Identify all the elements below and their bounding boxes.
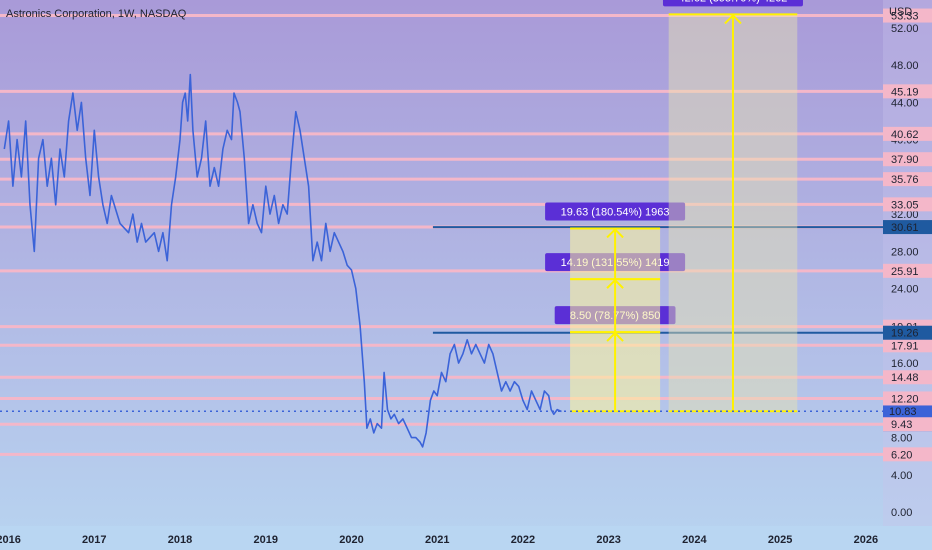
- x-tick-label: 2018: [168, 534, 192, 546]
- level-price-label: 30.61: [891, 222, 919, 234]
- level-price-badge: [883, 84, 932, 99]
- x-tick-label: 2021: [425, 534, 449, 546]
- x-tick-label: 2026: [854, 534, 878, 546]
- level-price-label: 19.26: [891, 328, 919, 340]
- y-tick-label: 24.00: [891, 284, 919, 296]
- x-tick-label: 2023: [596, 534, 620, 546]
- level-price-label: 25.91: [891, 266, 919, 278]
- level-price-label: 53.33: [891, 11, 919, 23]
- y-tick-label: 16.00: [891, 358, 919, 370]
- level-price-label: 12.20: [891, 393, 919, 405]
- y-tick-label: 52.00: [891, 23, 919, 35]
- level-price-label: 35.76: [891, 174, 919, 186]
- level-price-badge: [883, 152, 932, 167]
- x-tick-label: 2024: [682, 534, 707, 546]
- level-price-badge: [883, 325, 932, 340]
- y-tick-label: 44.00: [891, 97, 919, 109]
- current-price-value: 10.83: [889, 406, 917, 418]
- level-price-badge: [883, 338, 932, 353]
- level-price-badge: [883, 370, 932, 385]
- y-tick-label: 28.00: [891, 246, 919, 258]
- projection-label: 42.62 (395.70%) 4262: [679, 0, 788, 4]
- level-price-label: 33.05: [891, 199, 919, 211]
- level-price-badge: [883, 417, 932, 432]
- level-price-badge: [883, 126, 932, 141]
- x-tick-label: 2019: [254, 534, 278, 546]
- level-price-badge: [883, 263, 932, 278]
- x-tick-label: 2016: [0, 534, 21, 546]
- x-tick-label: 2025: [768, 534, 792, 546]
- projection-label: 19.63 (180.54%) 1963: [561, 206, 670, 218]
- level-price-label: 45.19: [891, 86, 919, 98]
- x-tick-label: 2017: [82, 534, 106, 546]
- chart-title: Astronics Corporation, 1W, NASDAQ: [6, 8, 187, 20]
- price-line: [3, 73, 562, 448]
- level-price-label: 37.90: [891, 154, 919, 166]
- y-tick-label: 0.00: [891, 507, 912, 519]
- level-price-badge: [883, 172, 932, 187]
- currency-label: USD: [889, 6, 912, 18]
- level-price-label: 6.20: [891, 449, 912, 461]
- y-tick-label: 48.00: [891, 60, 919, 72]
- level-price-badge: [883, 220, 932, 235]
- y-tick-label: 32.00: [891, 209, 919, 221]
- level-price-label: 14.48: [891, 372, 919, 384]
- level-price-label: 9.43: [891, 419, 912, 431]
- level-price-label: 17.91: [891, 340, 919, 352]
- level-price-label: 40.62: [891, 129, 919, 141]
- level-price-badge: [883, 8, 932, 23]
- x-tick-label: 2022: [511, 534, 535, 546]
- time-axis-panel: [0, 526, 932, 550]
- y-tick-label: 8.00: [891, 433, 912, 445]
- level-price-badge: [883, 197, 932, 212]
- projection-label-box: [662, 0, 803, 7]
- projection-arrow-head: [724, 14, 742, 25]
- level-price-badge: [883, 391, 932, 406]
- level-price-badge: [883, 447, 932, 462]
- x-tick-label: 2020: [339, 534, 363, 546]
- y-tick-label: 4.00: [891, 470, 912, 482]
- projection-arrow-head: [606, 228, 624, 239]
- projection-label-box: [545, 202, 686, 221]
